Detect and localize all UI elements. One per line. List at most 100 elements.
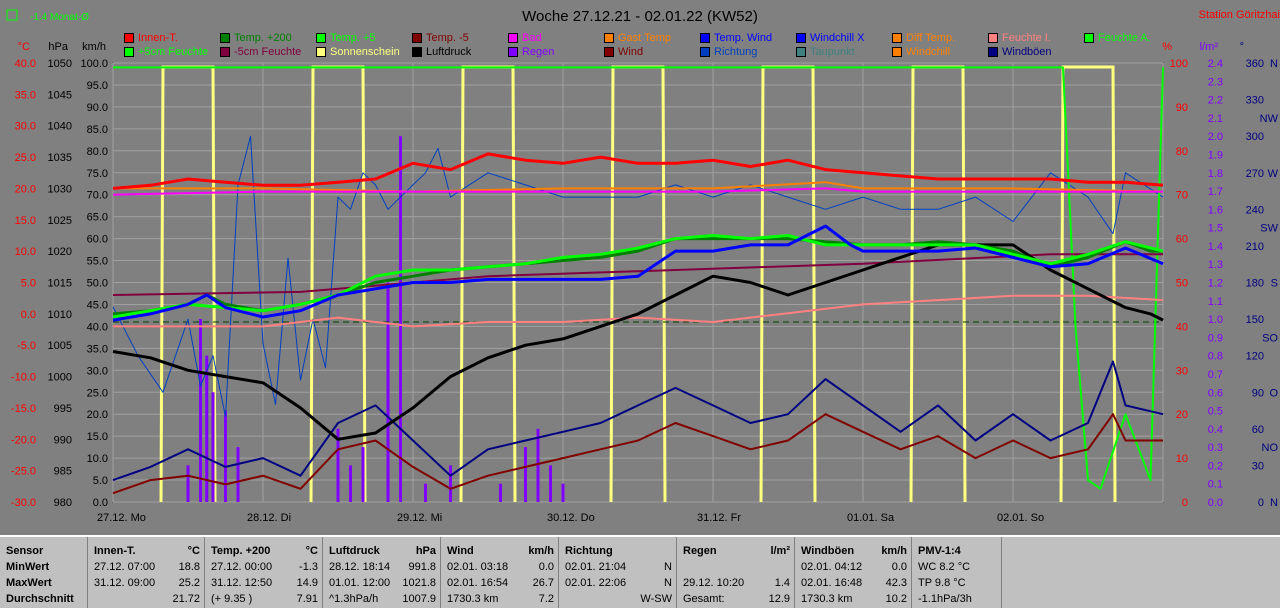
tick-label-temp: 20.0 [15,183,36,195]
stat-time: 27.12. 07:00 [94,561,156,573]
tick-label-direction: 90 [1252,387,1264,399]
tick-label-direction: 150 [1246,314,1264,326]
tick-label-compass: N [1270,497,1278,509]
stat-label: MaxWert [6,577,52,589]
tick-label-wind: 50.0 [87,278,108,290]
tick-label-pressure: 1035 [48,152,72,164]
legend-swatch [604,47,614,57]
stat-value: 1007.9 [402,593,436,605]
stat-value: 12.9 [768,593,790,605]
stat-time: (+ 9.35 ) [211,593,253,605]
legend-item: Wind [604,45,643,59]
legend-item: +5cm Feuchte [124,45,208,59]
tick-label-compass: S [1271,278,1278,290]
rain-bar [561,483,565,502]
legend-item: Bad [508,31,542,45]
legend-label: Windchill [906,46,951,58]
stat-col-wind: Wind km/h 02.01. 03:18 0.0 02.01. 16:54 26.7 1… [441,537,559,608]
series-line-windb-en [112,360,1164,482]
stat-time: 01.01. 12:00 [329,577,391,589]
tick-label-compass: SW [1260,223,1278,235]
legend-swatch [124,47,134,57]
legend-item: Gast Temp [604,31,671,45]
tick-label-rain: 2.4 [1208,58,1223,70]
legend-swatch [412,33,422,43]
tick-label-humidity: 60 [1176,234,1188,246]
tick-label-compass: W [1268,168,1279,180]
legend-swatch [124,33,134,43]
stat-header: Regen [683,545,717,557]
tick-label-temp: 15.0 [15,215,36,227]
legend-item: Feuchte I. [988,31,1051,45]
series-line-feuchte-a [113,66,1164,490]
rain-bar [424,483,427,502]
tick-label-wind: 100.0 [80,58,108,70]
tick-label-wind: 75.0 [87,168,108,180]
stat-time: 31.12. 12:50 [211,577,273,589]
tick-label-humidity: 100 [1170,58,1188,70]
tick-label-wind: 0.0 [93,497,108,509]
legend-label: Taupunkt [810,46,855,58]
legend-item: Luftdruck [412,45,471,59]
tick-label-direction: 300 [1246,131,1264,143]
legend-label: Luftdruck [426,46,472,58]
stat-col-richtung: Richtung 02.01. 21:04 N 02.01. 22:06 N W-SW [559,537,677,608]
rain-bar [199,319,202,502]
rain-bar [349,465,352,502]
x-tick-label: 01.01. Sa [847,512,895,524]
rain-bar [549,465,552,502]
legend-item: Temp. Wind [700,31,772,45]
stat-value: 0.0 [538,561,554,573]
tick-label-rain: 1.9 [1208,149,1223,161]
sunshine-mark [1059,65,1117,503]
tick-label-rain: 1.2 [1208,278,1223,290]
tick-label-rain: 0.0 [1208,497,1223,509]
stat-unit: l/m² [770,545,790,557]
rain-bar [205,355,209,502]
stat-value: 0.0 [891,561,907,573]
tick-label-wind: 60.0 [87,234,108,246]
legend-item: Sonnenschein [316,45,400,59]
stat-time: 02.01. 03:18 [447,561,509,573]
legend-swatch [220,47,230,57]
rain-bar [186,465,190,502]
tick-label-pressure: 1020 [48,246,72,258]
series-line-temp-wind [112,224,1164,322]
tick-label-rain: 2.0 [1208,131,1223,143]
legend-label: Windchill X [810,32,865,44]
tick-label-humidity: 80 [1176,146,1188,158]
legend-item: Innen-T. [124,31,178,45]
stat-unit: km/h [528,545,554,557]
rain-bar [536,428,540,502]
stat-time: -1.1hPa/3h [918,593,972,605]
legend-label: Sonnenschein [330,46,400,58]
stat-value: 42.3 [885,577,907,589]
legend-item: -5cm Feuchte [220,45,301,59]
legend-label: Temp. -5 [426,32,469,44]
series-line-wind [112,413,1163,495]
stat-time: 02.01. 16:48 [801,577,863,589]
stat-time: 29.12. 10:20 [683,577,745,589]
tick-label-rain: 1.5 [1208,223,1223,235]
tick-label-temp: 35.0 [15,89,36,101]
stat-time: WC 8.2 °C [918,561,971,573]
stat-col-temp200: Temp. +200 °C 27.12. 00:00 -1.3 31.12. 12:50… [205,537,323,608]
stat-col-boeen: Windböen km/h 02.01. 04:12 0.0 02.01. 16:48 4… [795,537,912,608]
tick-label-pressure: 1025 [48,215,72,227]
legend-item: Taupunkt [796,45,855,59]
tick-label-compass: N [1270,58,1278,70]
tick-label-wind: 45.0 [87,299,108,311]
legend-label: Feuchte I. [1002,32,1051,44]
tick-label-rain: 2.3 [1208,76,1223,88]
tick-label-wind: 20.0 [87,409,108,421]
tick-label-temp: 40.0 [15,58,36,70]
tick-label-rain: 0.1 [1208,479,1223,491]
legend-item: Windböen [988,45,1052,59]
tick-label-rain: 0.2 [1208,460,1223,472]
tick-label-wind: 90.0 [87,102,108,114]
legend-swatch [508,47,518,57]
stat-time: 1730.3 km [801,593,853,605]
series-line-gast-temp [113,181,1164,193]
legend-item: Feuchte A. [1084,31,1151,45]
tick-label-temp: 25.0 [15,152,36,164]
